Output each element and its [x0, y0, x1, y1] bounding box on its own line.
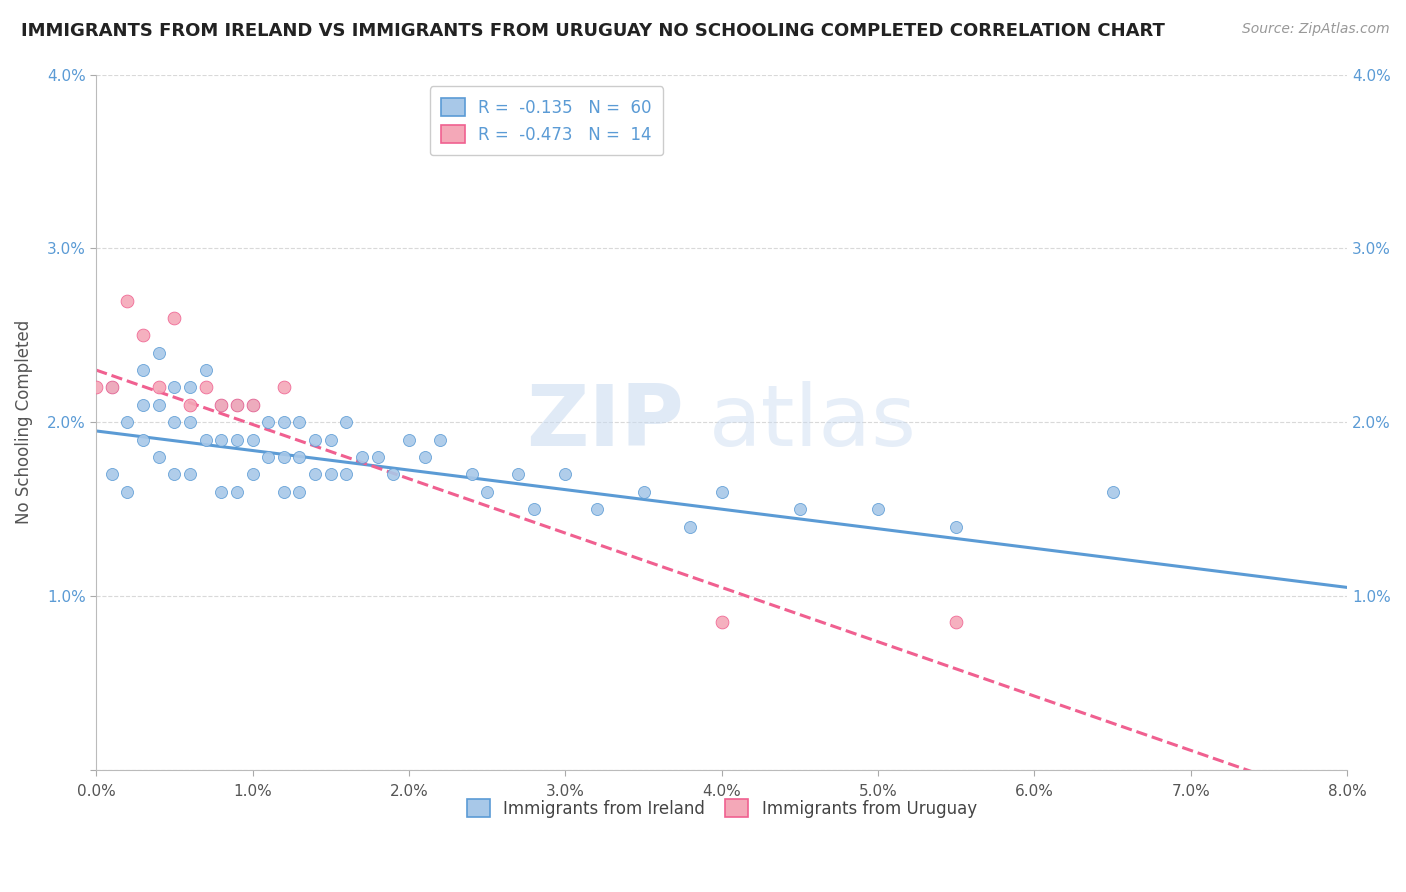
Point — [350, 450, 373, 464]
Point — [117, 415, 139, 429]
Point — [179, 380, 201, 394]
Point — [179, 467, 201, 482]
Point — [257, 450, 280, 464]
Point — [194, 380, 217, 394]
Point — [945, 519, 967, 533]
Point — [523, 502, 546, 516]
Point — [84, 380, 107, 394]
Point — [789, 502, 811, 516]
Point — [163, 467, 186, 482]
Point — [304, 433, 326, 447]
Point — [710, 484, 733, 499]
Point — [101, 380, 124, 394]
Text: Source: ZipAtlas.com: Source: ZipAtlas.com — [1241, 22, 1389, 37]
Point — [179, 415, 201, 429]
Point — [398, 433, 420, 447]
Point — [460, 467, 482, 482]
Point — [319, 467, 342, 482]
Point — [242, 398, 264, 412]
Y-axis label: No Schooling Completed: No Schooling Completed — [15, 320, 32, 524]
Point — [413, 450, 436, 464]
Point — [1101, 484, 1123, 499]
Point — [194, 363, 217, 377]
Point — [242, 467, 264, 482]
Point — [508, 467, 530, 482]
Point — [335, 415, 357, 429]
Point — [710, 615, 733, 630]
Point — [132, 398, 155, 412]
Point — [226, 484, 249, 499]
Point — [209, 398, 232, 412]
Point — [382, 467, 405, 482]
Point — [148, 450, 170, 464]
Point — [868, 502, 890, 516]
Point — [242, 433, 264, 447]
Point — [101, 380, 124, 394]
Legend: Immigrants from Ireland, Immigrants from Uruguay: Immigrants from Ireland, Immigrants from… — [460, 792, 984, 824]
Point — [335, 467, 357, 482]
Point — [288, 450, 311, 464]
Point — [554, 467, 576, 482]
Point — [148, 380, 170, 394]
Text: atlas: atlas — [709, 381, 917, 464]
Point — [226, 433, 249, 447]
Point — [273, 484, 295, 499]
Point — [367, 450, 389, 464]
Point — [273, 380, 295, 394]
Point — [132, 363, 155, 377]
Point — [475, 484, 498, 499]
Point — [429, 433, 451, 447]
Point — [179, 398, 201, 412]
Point — [132, 328, 155, 343]
Point — [585, 502, 607, 516]
Point — [163, 415, 186, 429]
Point — [101, 467, 124, 482]
Point — [288, 415, 311, 429]
Point — [242, 398, 264, 412]
Point — [319, 433, 342, 447]
Point — [117, 293, 139, 308]
Point — [633, 484, 655, 499]
Point — [148, 398, 170, 412]
Point — [679, 519, 702, 533]
Point — [304, 467, 326, 482]
Point — [117, 484, 139, 499]
Point — [148, 345, 170, 359]
Point — [226, 398, 249, 412]
Point — [163, 380, 186, 394]
Point — [209, 398, 232, 412]
Point — [257, 415, 280, 429]
Point — [132, 433, 155, 447]
Point — [226, 398, 249, 412]
Point — [163, 310, 186, 325]
Point — [273, 450, 295, 464]
Point — [288, 484, 311, 499]
Point — [194, 433, 217, 447]
Text: ZIP: ZIP — [526, 381, 685, 464]
Point — [273, 415, 295, 429]
Point — [209, 484, 232, 499]
Point — [209, 433, 232, 447]
Point — [945, 615, 967, 630]
Text: IMMIGRANTS FROM IRELAND VS IMMIGRANTS FROM URUGUAY NO SCHOOLING COMPLETED CORREL: IMMIGRANTS FROM IRELAND VS IMMIGRANTS FR… — [21, 22, 1166, 40]
